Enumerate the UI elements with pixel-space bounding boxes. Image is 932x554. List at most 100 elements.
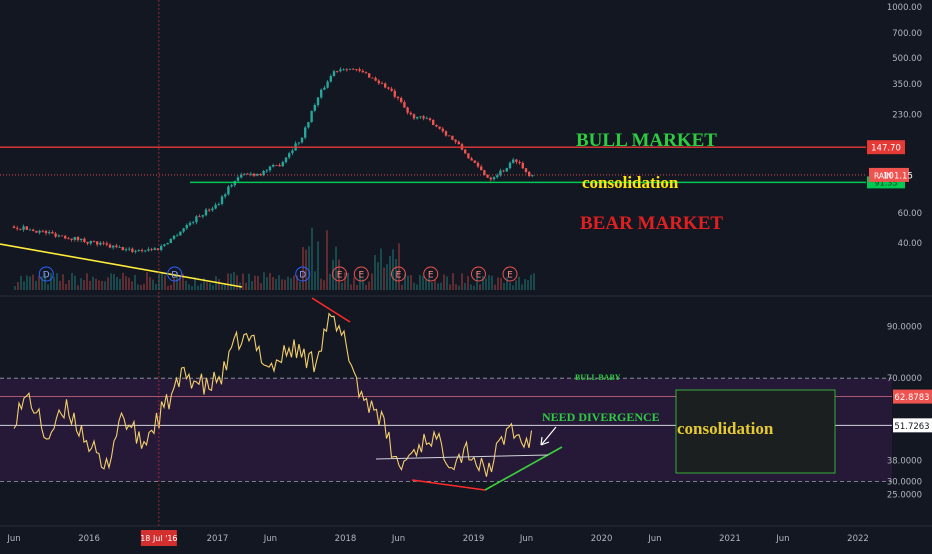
rsi-low-divergence-line bbox=[411, 479, 486, 491]
volume-bar bbox=[416, 284, 418, 290]
volume-bar bbox=[458, 285, 460, 290]
candle bbox=[438, 126, 441, 129]
resistance-price-label: 147.70 bbox=[871, 144, 901, 154]
volume-bar bbox=[167, 285, 169, 290]
volume-bar bbox=[143, 283, 145, 290]
candle bbox=[412, 114, 416, 119]
volume-bar bbox=[122, 272, 124, 290]
candle bbox=[480, 166, 483, 171]
candle bbox=[208, 209, 211, 211]
candle bbox=[291, 150, 294, 154]
candle bbox=[499, 170, 502, 176]
candle bbox=[224, 194, 227, 197]
volume-bar bbox=[404, 273, 406, 290]
candle bbox=[345, 69, 348, 71]
candle bbox=[201, 215, 204, 217]
candle bbox=[176, 235, 179, 237]
event-marker-label: E bbox=[428, 271, 434, 281]
candle bbox=[246, 173, 249, 175]
volume-bar bbox=[53, 277, 55, 290]
volume-bar bbox=[515, 280, 517, 290]
volume-bar bbox=[74, 275, 76, 290]
candle bbox=[64, 235, 67, 239]
volume-bar bbox=[218, 279, 220, 290]
resistance-price-tag bbox=[867, 140, 905, 155]
volume-bar bbox=[254, 275, 256, 290]
candle bbox=[243, 173, 246, 175]
volume-bar bbox=[242, 273, 244, 290]
candle bbox=[432, 120, 435, 125]
volume-bar bbox=[461, 273, 463, 290]
volume-bar bbox=[125, 276, 127, 290]
candle bbox=[403, 102, 406, 108]
volume-bar bbox=[113, 273, 115, 290]
volume-bar bbox=[347, 273, 349, 290]
symbol-label: RAIN bbox=[874, 171, 892, 180]
volume-bar bbox=[533, 273, 535, 290]
candle bbox=[12, 226, 16, 228]
candle bbox=[256, 174, 259, 176]
time-axis-tick: 2020 bbox=[591, 534, 613, 544]
volume-bar bbox=[329, 274, 331, 290]
candle bbox=[214, 204, 217, 209]
candle bbox=[368, 73, 371, 78]
price-axis-tick: 500.00 bbox=[892, 54, 922, 64]
volume-bar bbox=[326, 230, 328, 290]
volume-bar bbox=[236, 275, 238, 290]
rsi-support-line bbox=[375, 454, 549, 460]
volume-bar bbox=[281, 279, 283, 290]
candle bbox=[329, 76, 332, 82]
rsi-highlight-label: 62.8783 bbox=[894, 393, 929, 403]
candle bbox=[96, 241, 99, 245]
candle bbox=[163, 244, 166, 246]
candle bbox=[307, 122, 310, 128]
candle bbox=[275, 165, 278, 166]
volume-bar bbox=[467, 276, 469, 290]
volume-bar bbox=[356, 284, 358, 290]
crosshair-date-tag bbox=[140, 530, 177, 546]
volume-bar bbox=[497, 277, 499, 290]
volume-bar bbox=[350, 284, 352, 290]
candle bbox=[99, 242, 102, 245]
price-axis-tick: 40.00 bbox=[898, 239, 922, 249]
volume-bar bbox=[128, 277, 130, 290]
candle bbox=[409, 112, 412, 115]
candle bbox=[25, 226, 28, 230]
candle bbox=[38, 230, 41, 233]
volume-bar bbox=[272, 277, 274, 290]
volume-bar bbox=[338, 259, 340, 290]
candle bbox=[492, 177, 496, 180]
volume-bar bbox=[86, 273, 88, 290]
volume-bar bbox=[104, 281, 106, 290]
bull-market-annotation: BULL MARKET bbox=[576, 130, 717, 151]
candle bbox=[419, 116, 422, 118]
volume-bar bbox=[413, 282, 415, 290]
volume-bar bbox=[110, 273, 112, 290]
volume-bar bbox=[374, 255, 376, 290]
event-marker-label: D bbox=[43, 271, 50, 281]
candle bbox=[502, 170, 505, 172]
candle bbox=[464, 149, 467, 154]
event-marker bbox=[167, 266, 183, 282]
volume-bar bbox=[407, 275, 409, 290]
candle bbox=[92, 241, 96, 242]
volume-bar bbox=[296, 275, 298, 290]
candle bbox=[259, 174, 262, 175]
candle bbox=[60, 235, 64, 237]
price-axis-tick: 350.00 bbox=[892, 80, 922, 90]
candle bbox=[515, 159, 518, 162]
volume-bar bbox=[299, 281, 301, 290]
volume-bar bbox=[173, 277, 175, 290]
volume-bar bbox=[179, 276, 181, 290]
candle bbox=[70, 238, 73, 240]
candle bbox=[57, 235, 60, 237]
volume-bar bbox=[95, 278, 97, 290]
need-divergence-annotation: NEED DIVERGENCE bbox=[542, 410, 660, 424]
volume-bar bbox=[56, 273, 58, 290]
volume-bar bbox=[197, 285, 199, 290]
volume-bar bbox=[200, 283, 202, 290]
volume-bar bbox=[506, 277, 508, 290]
time-axis-tick: Jun bbox=[519, 534, 533, 544]
volume-bar bbox=[209, 283, 211, 290]
